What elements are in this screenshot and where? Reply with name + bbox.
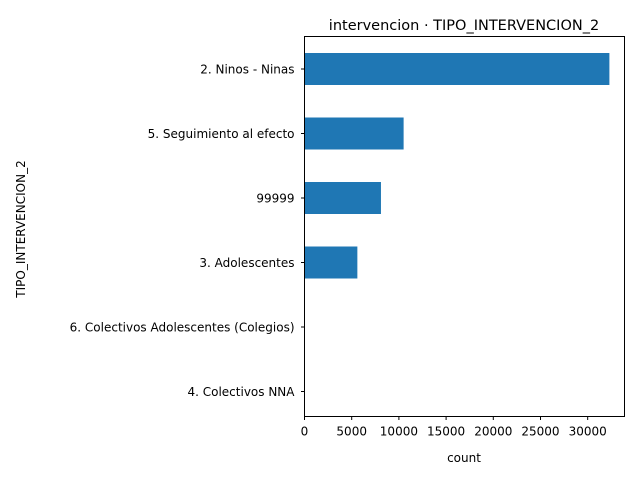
- x-tick-label: 5000: [336, 425, 367, 439]
- y-tick-label: 3. Adolescentes: [199, 256, 294, 270]
- x-tick-label: 15000: [427, 425, 465, 439]
- y-tick-label: 99999: [256, 192, 294, 206]
- bar: [305, 182, 381, 214]
- bar: [305, 118, 404, 150]
- x-tick-label: 25000: [521, 425, 559, 439]
- y-tick-label: 4. Colectivos NNA: [187, 385, 295, 399]
- chart-title: intervencion · TIPO_INTERVENCION_2: [329, 18, 599, 34]
- x-tick-label: 30000: [569, 425, 607, 439]
- x-tick-label: 0: [301, 425, 309, 439]
- x-axis-title: count: [447, 451, 481, 465]
- y-tick-label: 6. Colectivos Adolescentes (Colegios): [70, 321, 295, 335]
- y-tick-label: 5. Seguimiento al efecto: [148, 127, 295, 141]
- x-tick-label: 20000: [474, 425, 512, 439]
- x-tick-label: 10000: [380, 425, 418, 439]
- bar: [305, 247, 358, 279]
- y-tick-labels: 2. Ninos - Ninas 5. Seguimiento al efecto…: [70, 63, 305, 400]
- x-tick-labels: 0 5000 10000 15000 20000 25000 30000: [301, 417, 607, 439]
- bar: [305, 53, 610, 85]
- y-tick-label: 2. Ninos - Ninas: [200, 63, 294, 77]
- plot-frame: [305, 37, 625, 417]
- bars-group: [305, 53, 610, 408]
- y-axis-title: TIPO_INTERVENCION_2: [14, 160, 28, 298]
